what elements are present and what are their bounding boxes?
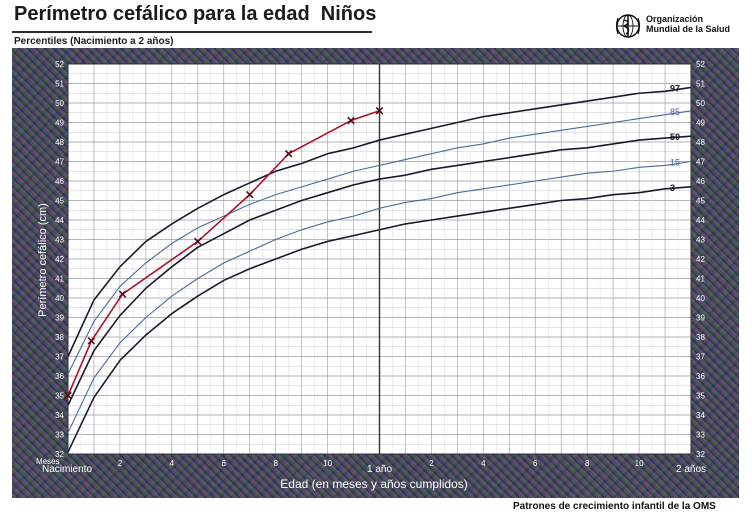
y-tick-label-right: 35: [696, 392, 705, 401]
y-tick-label-left: 39: [55, 314, 64, 323]
x-tick-label: 2: [118, 459, 123, 468]
y-tick-label-right: 37: [696, 353, 705, 362]
y-tick-label-left: 42: [55, 255, 64, 264]
x-tick-label: 4: [170, 459, 175, 468]
y-tick-label-left: 32: [55, 450, 64, 459]
plot-border: [67, 63, 692, 455]
y-tick-label-right: 43: [696, 236, 705, 245]
y-tick-label-right: 42: [696, 255, 705, 264]
y-tick-label-left: 45: [55, 197, 64, 206]
y-tick-label-left: 44: [55, 216, 64, 225]
measured-series-line: [67, 110, 380, 396]
percentile-label-85: 85: [670, 107, 680, 117]
y-tick-label-right: 51: [696, 80, 705, 89]
y-tick-label-right: 33: [696, 431, 705, 440]
y-tick-label-right: 46: [696, 177, 705, 186]
y-tick-label-right: 49: [696, 119, 705, 128]
y-tick-label-right: 34: [696, 411, 705, 420]
percentile-curve-15: [67, 160, 692, 433]
x-tick-label: 8: [273, 459, 278, 468]
y-tick-label-right: 45: [696, 197, 705, 206]
org-name-line1: Organización: [646, 14, 704, 24]
y-tick-label-right: 52: [696, 60, 705, 69]
percentile-label-3: 3: [670, 183, 675, 193]
percentile-label-97: 97: [670, 83, 680, 93]
y-tick-label-right: 50: [696, 99, 705, 108]
percentile-curve-3: [67, 186, 692, 453]
title-underline: [12, 31, 372, 33]
percentile-label-50: 50: [670, 132, 680, 142]
x-tick-label: Nacimiento: [42, 464, 92, 475]
y-tick-label-left: 46: [55, 177, 64, 186]
y-tick-label-right: 47: [696, 158, 705, 167]
y-tick-label-right: 39: [696, 314, 705, 323]
y-tick-label-left: 38: [55, 333, 64, 342]
percentile-label-15: 15: [670, 158, 680, 168]
measured-point-marker: [64, 391, 72, 400]
percentile-curve-85: [67, 110, 692, 375]
percentile-curves: [67, 86, 692, 453]
source-footer: Patrones de crecimiento infantil de la O…: [513, 501, 716, 512]
percentile-curve-50: [67, 135, 692, 406]
y-tick-label-right: 44: [696, 216, 705, 225]
y-tick-label-left: 51: [55, 80, 64, 89]
measured-point-marker: [87, 337, 96, 345]
measured-point-marker: [347, 116, 355, 125]
y-tick-label-left: 49: [55, 119, 64, 128]
y-tick-label-left: 50: [55, 99, 64, 108]
chart-title: Perímetro cefálico para la edad Niños: [14, 3, 377, 25]
y-tick-label-left: 48: [55, 138, 64, 147]
x-tick-label: 2: [429, 459, 434, 468]
x-tick-label: 10: [323, 459, 332, 468]
x-tick-label: 1 año: [367, 464, 392, 475]
measured-point-marker: [284, 149, 293, 158]
measured-series: [64, 107, 384, 400]
y-tick-label-left: 52: [55, 60, 64, 69]
y-tick-label-right: 40: [696, 294, 705, 303]
x-tick-labels: Nacimiento 2 4 6 8 10 1 año 2 4 6 8 10 2 años: [42, 459, 706, 475]
y-tick-label-left: 47: [55, 158, 64, 167]
y-tick-label-right: 48: [696, 138, 705, 147]
chart-subtitle: Percentiles (Nacimiento a 2 años): [14, 36, 174, 47]
percentile-labels: 97 85 50 15 3: [670, 83, 680, 192]
y-axis-label: Perímetro cefálico (cm): [37, 203, 49, 317]
y-tick-label-left: 36: [55, 372, 64, 381]
x-tick-label: 2 años: [676, 464, 706, 475]
y-tick-label-left: 35: [55, 392, 64, 401]
org-name-line2: Mundial de la Salud: [646, 24, 731, 34]
y-tick-label-left: 40: [55, 294, 64, 303]
grid-lines: [67, 63, 692, 455]
x-tick-label: 4: [481, 459, 486, 468]
y-tick-label-left: 41: [55, 275, 64, 284]
y-tick-label-right: 32: [696, 450, 705, 459]
y-tick-label-left: 43: [55, 236, 64, 245]
y-tick-label-right: 38: [696, 333, 705, 342]
measured-point-marker: [118, 290, 127, 298]
y-tick-label-right: 36: [696, 372, 705, 381]
measured-point-marker: [194, 237, 202, 246]
x-axis-label: Edad (en meses y años cumplidos): [280, 477, 467, 491]
y-tick-labels: 32 32 33 33 34 34 35 35 36 36 37 37 38 38 39 39 40 40 41 41…: [55, 60, 705, 459]
x-tick-label: 8: [585, 459, 590, 468]
percentile-curve-97: [67, 86, 692, 357]
y-tick-label-right: 41: [696, 275, 705, 284]
x-tick-label: 10: [635, 459, 644, 468]
measured-point-marker: [375, 107, 384, 115]
who-logo: Organización Mundial de la Salud: [614, 12, 744, 42]
x-tick-label: 6: [533, 459, 538, 468]
x-unit-label: Meses: [36, 457, 60, 466]
measured-point-marker: [245, 190, 254, 199]
y-tick-label-left: 33: [55, 431, 64, 440]
y-tick-label-left: 34: [55, 411, 64, 420]
who-emblem-icon: [615, 14, 641, 38]
x-tick-label: 6: [222, 459, 227, 468]
y-tick-label-left: 37: [55, 353, 64, 362]
